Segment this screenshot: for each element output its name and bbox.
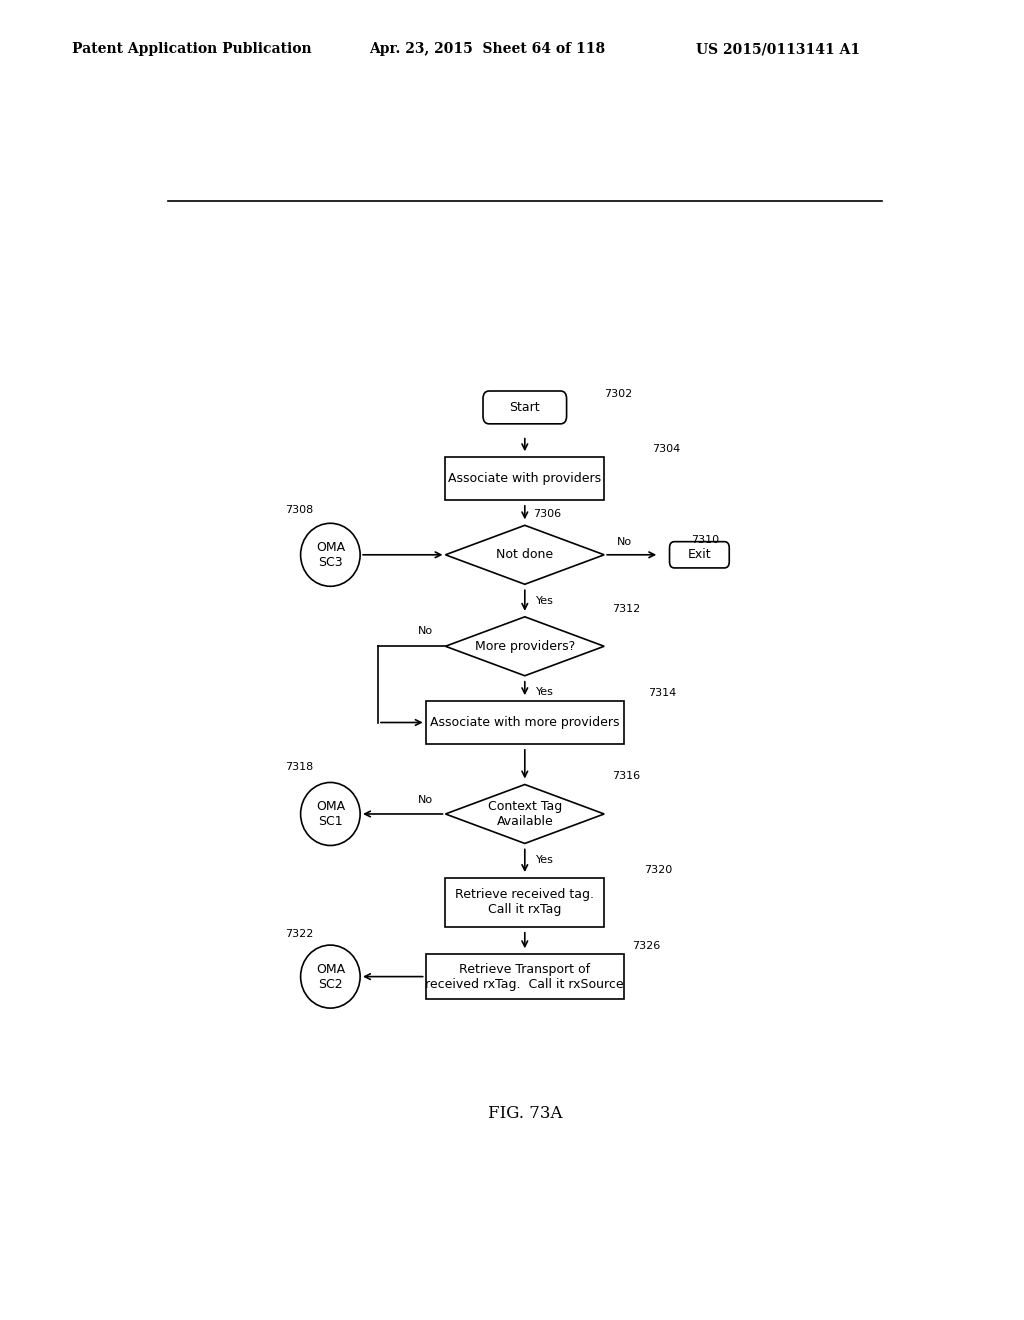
Text: 7314: 7314 bbox=[648, 688, 676, 698]
Text: Yes: Yes bbox=[536, 595, 554, 606]
Text: Patent Application Publication: Patent Application Publication bbox=[72, 42, 311, 57]
Ellipse shape bbox=[301, 523, 360, 586]
Text: US 2015/0113141 A1: US 2015/0113141 A1 bbox=[696, 42, 860, 57]
Text: No: No bbox=[616, 537, 632, 546]
Text: 7310: 7310 bbox=[691, 535, 720, 545]
Text: Apr. 23, 2015  Sheet 64 of 118: Apr. 23, 2015 Sheet 64 of 118 bbox=[369, 42, 605, 57]
Text: FIG. 73A: FIG. 73A bbox=[487, 1105, 562, 1122]
Text: Yes: Yes bbox=[536, 686, 554, 697]
FancyBboxPatch shape bbox=[670, 541, 729, 568]
Ellipse shape bbox=[301, 783, 360, 846]
Polygon shape bbox=[445, 784, 604, 843]
FancyBboxPatch shape bbox=[483, 391, 566, 424]
Text: OMA
SC3: OMA SC3 bbox=[315, 541, 345, 569]
Bar bbox=[426, 954, 624, 999]
Text: OMA
SC2: OMA SC2 bbox=[315, 962, 345, 990]
Polygon shape bbox=[445, 525, 604, 585]
Text: 7320: 7320 bbox=[644, 865, 672, 875]
Text: 7306: 7306 bbox=[532, 510, 561, 519]
Text: No: No bbox=[418, 626, 433, 636]
Text: Context Tag
Available: Context Tag Available bbox=[487, 800, 562, 828]
Text: 7322: 7322 bbox=[285, 929, 313, 939]
Text: 7318: 7318 bbox=[285, 762, 313, 772]
Text: Exit: Exit bbox=[687, 548, 712, 561]
Text: 7316: 7316 bbox=[612, 771, 640, 781]
Text: 7304: 7304 bbox=[651, 444, 680, 454]
Text: Retrieve Transport of
received rxTag.  Call it rxSource: Retrieve Transport of received rxTag. Ca… bbox=[426, 962, 624, 990]
Text: Yes: Yes bbox=[536, 855, 554, 865]
Bar bbox=[445, 457, 604, 500]
Text: 7308: 7308 bbox=[285, 506, 313, 515]
Text: 7302: 7302 bbox=[604, 389, 633, 399]
Text: Start: Start bbox=[510, 401, 540, 414]
Text: Retrieve received tag.
Call it rxTag: Retrieve received tag. Call it rxTag bbox=[456, 888, 594, 916]
Polygon shape bbox=[445, 616, 604, 676]
Bar bbox=[445, 878, 604, 927]
Text: 7326: 7326 bbox=[632, 941, 660, 952]
Text: No: No bbox=[418, 795, 433, 805]
Text: Associate with providers: Associate with providers bbox=[449, 473, 601, 484]
Bar bbox=[426, 701, 624, 744]
Text: 7312: 7312 bbox=[612, 603, 640, 614]
Text: Not done: Not done bbox=[497, 548, 553, 561]
Text: More providers?: More providers? bbox=[475, 640, 574, 653]
Text: OMA
SC1: OMA SC1 bbox=[315, 800, 345, 828]
Text: Associate with more providers: Associate with more providers bbox=[430, 715, 620, 729]
Ellipse shape bbox=[301, 945, 360, 1008]
